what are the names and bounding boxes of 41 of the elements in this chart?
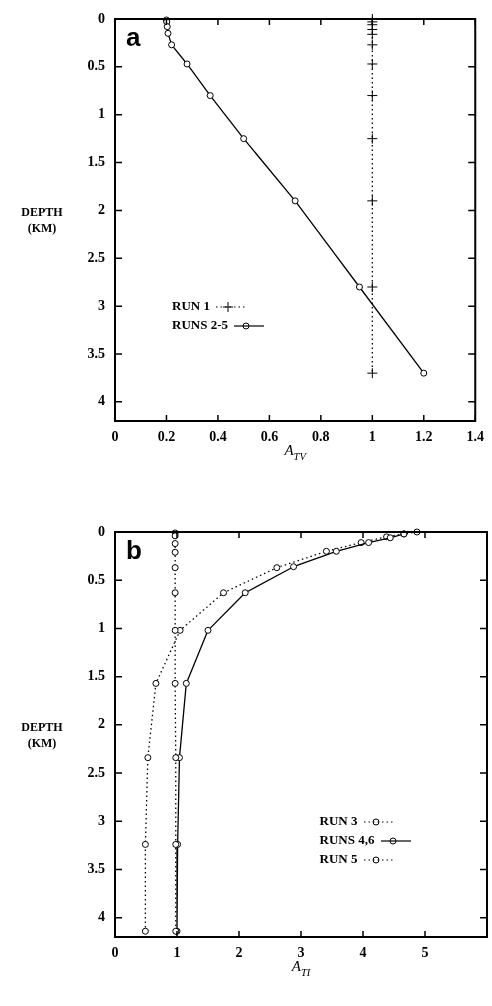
legend-label: RUN 5: [319, 851, 358, 867]
y-tick-label: 0: [98, 523, 105, 539]
x-tick-label: 1: [368, 429, 376, 445]
y-tick-label: 3: [98, 297, 105, 313]
annotation: b: [126, 535, 142, 565]
y-axis-title: DEPTH (KM): [21, 205, 64, 235]
y-tick-label: 1.5: [87, 154, 105, 170]
x-tick-label: 0.8: [312, 429, 330, 445]
x-tick-label: 3: [297, 945, 305, 961]
x-tick-label: 5: [421, 945, 429, 961]
y-tick-label: 1.5: [87, 668, 105, 684]
x-tick-label: 0.4: [209, 429, 227, 445]
y-tick-label: 1: [98, 106, 105, 122]
x-tick-label: 0.6: [260, 429, 279, 445]
y-tick-label: 3: [98, 812, 105, 828]
y-tick-label: 2: [98, 716, 105, 732]
x-tick-label: 2: [235, 945, 243, 961]
legend-label: RUNS 4,6: [319, 832, 375, 848]
y-tick-label: 2: [98, 202, 105, 218]
y-tick-label: 0.5: [87, 58, 105, 74]
y-tick-label: 0.5: [87, 571, 105, 587]
y-tick-label: 1: [98, 620, 105, 636]
x-tick-label: 1.2: [415, 429, 433, 445]
legend-label: RUN 3: [319, 813, 358, 829]
x-tick-label: 0: [111, 429, 119, 445]
x-tick-label: 0: [111, 945, 119, 961]
x-tick-label: 1.4: [466, 429, 484, 445]
y-tick-label: 2.5: [87, 249, 105, 265]
y-tick-label: 4: [98, 393, 105, 409]
y-tick-label: 2.5: [87, 764, 105, 780]
legend-label: RUNS 2-5: [172, 317, 228, 333]
y-tick-label: 3.5: [87, 861, 105, 877]
x-tick-label: 1: [173, 945, 181, 961]
annotation: a: [126, 22, 141, 52]
y-axis-title: DEPTH (KM): [21, 719, 64, 750]
y-tick-label: 4: [98, 909, 105, 925]
y-tick-label: 0: [98, 10, 105, 26]
y-tick-label: 3.5: [87, 345, 105, 361]
x-tick-label: 4: [359, 945, 367, 961]
x-tick-label: 0.2: [157, 429, 176, 445]
legend-label: RUN 1: [172, 298, 210, 314]
